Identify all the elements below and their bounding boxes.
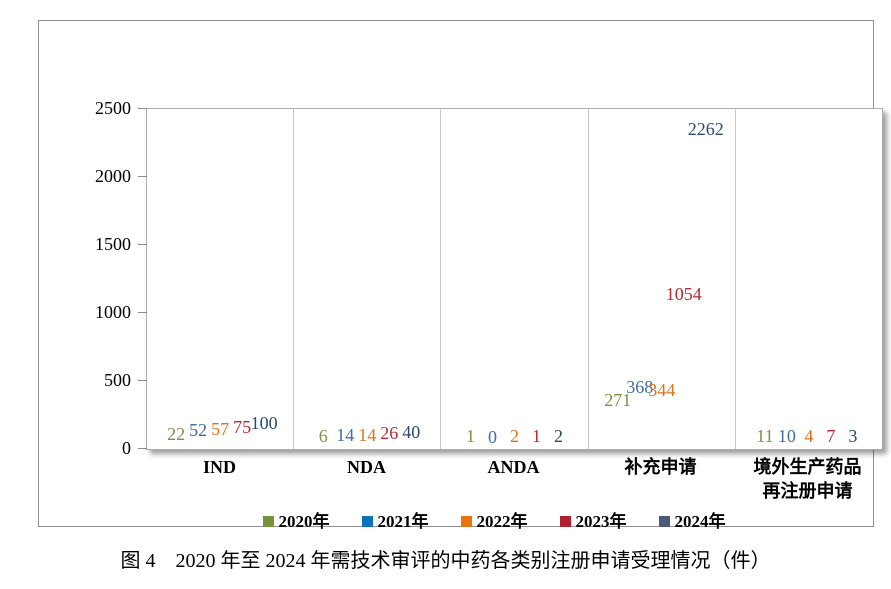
bar-value-label: 14 <box>336 425 355 445</box>
chart-frame: 22 52 57 75 100 6 14 14 26 40 1 0 2 1 2 271 368 344 1054 22… <box>38 20 883 530</box>
bar-value-label: 10 <box>777 426 796 446</box>
bar-value-label: 26 <box>380 423 399 443</box>
legend-swatch <box>361 516 373 527</box>
y-tick-label: 2500 <box>95 98 131 118</box>
y-tick-label: 0 <box>122 438 131 458</box>
bar-value-label: 40 <box>402 422 421 442</box>
bar-value-label: 14 <box>358 425 377 445</box>
bar-slot: 100 <box>251 413 278 449</box>
y-tick-label: 1500 <box>95 234 131 254</box>
y-tick-mark <box>138 312 147 313</box>
figure-caption: 图 4 2020 年至 2024 年需技术审评的中药各类别注册申请受理情况（件） <box>120 550 771 572</box>
bar-slot: 10 <box>778 426 796 449</box>
legend-item: 2020年 <box>262 512 330 531</box>
bar-slot: 3 <box>844 426 862 449</box>
legend-item: 2023年 <box>559 512 627 531</box>
bar-value-label: 57 <box>211 419 230 439</box>
bar-group: 271 368 344 1054 2262 <box>589 119 735 449</box>
legend-item: 2024年 <box>658 512 726 531</box>
bar-slot: 57 <box>211 419 229 449</box>
bar-slot: 1054 <box>666 284 702 449</box>
bar-value-label: 1054 <box>665 284 702 304</box>
bar-value-label: 11 <box>756 426 774 446</box>
bar-slot: 22 <box>167 424 185 449</box>
bar-slot: 4 <box>800 426 818 449</box>
bar-slot: 344 <box>648 380 675 449</box>
bar-slot: 14 <box>358 425 376 449</box>
bar-slot: 40 <box>402 422 420 449</box>
bar-slot: 11 <box>756 426 774 449</box>
legend-swatch <box>559 516 571 527</box>
bar-value-label: 6 <box>318 426 328 446</box>
bar-value-label: 271 <box>604 390 632 410</box>
bar-slot: 26 <box>380 423 398 449</box>
y-tick-mark <box>138 176 147 177</box>
bar-value-label: 75 <box>233 417 252 437</box>
category-panel: 11 10 4 7 3 <box>736 109 882 449</box>
category-label: 补充申请 <box>624 457 697 477</box>
category-panel: 6 14 14 26 40 <box>294 109 442 449</box>
y-tick-label: 2000 <box>95 166 131 186</box>
bar-slot: 52 <box>189 420 207 449</box>
bar-value-label: 0 <box>488 427 497 447</box>
legend-label: 2023年 <box>575 512 627 531</box>
y-tick-mark <box>138 448 147 449</box>
bar-group: 6 14 14 26 40 <box>294 422 440 449</box>
bar-value-label: 344 <box>648 380 676 400</box>
legend-label: 2021年 <box>377 512 429 531</box>
bar-value-label: 368 <box>626 377 654 397</box>
y-tick-mark <box>138 244 147 245</box>
bar-slot: 6 <box>314 426 332 449</box>
legend-item: 2021年 <box>361 512 429 531</box>
bar-value-label: 2262 <box>687 119 724 139</box>
category-panel: 271 368 344 1054 2262 <box>589 109 736 449</box>
bar-value-label: 52 <box>189 420 208 440</box>
bar-group: 11 10 4 7 3 <box>736 426 882 449</box>
legend-item: 2022年 <box>460 512 528 531</box>
y-tick-mark <box>138 380 147 381</box>
legend-swatch <box>262 516 274 527</box>
y-tick-mark <box>138 108 147 109</box>
bar-value-label: 2 <box>554 426 563 446</box>
bar-value-label: 2 <box>510 426 519 446</box>
bar-slot: 75 <box>233 417 251 449</box>
category-label: ANDA <box>487 457 540 477</box>
bar-value-label: 1 <box>466 426 475 446</box>
bar-value-label: 4 <box>804 426 814 446</box>
category-panels: 22 52 57 75 100 6 14 14 26 40 1 0 2 1 2 271 368 344 1054 22… <box>147 109 882 449</box>
chart-legend: 2020年 2021年 2022年 2023年 2024年 <box>77 513 891 530</box>
category-label: NDA <box>347 457 386 477</box>
bar-value-label: 1 <box>532 426 541 446</box>
bar-slot: 368 <box>626 377 653 449</box>
bar-slot: 7 <box>822 426 840 449</box>
legend-swatch <box>460 516 472 527</box>
bar-value-label: 3 <box>848 426 858 446</box>
legend-label: 2024年 <box>674 512 726 531</box>
x-axis-category-labels: IND NDA ANDA 补充申请 境外生产药品 再注册申请 <box>146 455 881 504</box>
legend-label: 2022年 <box>476 512 528 531</box>
y-tick-label: 500 <box>104 370 131 390</box>
y-tick-label: 1000 <box>95 302 131 322</box>
legend-label: 2020年 <box>278 512 330 531</box>
category-label: 境外生产药品 再注册申请 <box>753 457 862 502</box>
category-label: IND <box>202 457 236 477</box>
bar-slot: 2 <box>506 426 524 449</box>
bar-value-label: 7 <box>826 426 836 446</box>
bar-value-label: 22 <box>167 424 186 444</box>
legend-swatch <box>658 516 670 527</box>
category-panel: 22 52 57 75 100 <box>147 109 295 449</box>
bar-slot: 2 <box>550 426 568 449</box>
bar-slot: 1 <box>462 426 480 449</box>
bar-slot: 2262 <box>688 119 724 449</box>
plot-area: 22 52 57 75 100 6 14 14 26 40 1 0 2 1 2 271 368 344 1054 22… <box>146 108 883 450</box>
bar-slot: 271 <box>604 390 631 449</box>
bar-slot: 14 <box>336 425 354 449</box>
bar-value-label: 100 <box>250 413 278 433</box>
bar-group: 22 52 57 75 100 <box>147 413 293 449</box>
bar-slot: 1 <box>528 426 546 449</box>
